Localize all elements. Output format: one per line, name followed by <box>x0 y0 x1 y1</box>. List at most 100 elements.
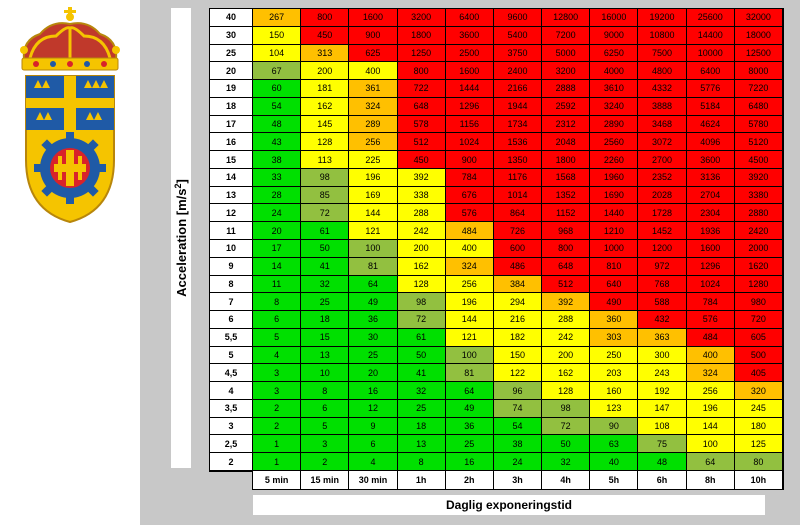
heatmap-cell: 25 <box>301 293 350 312</box>
heatmap-cell: 1000 <box>590 240 639 258</box>
heatmap-cell: 25 <box>397 399 446 418</box>
heatmap-cell: 196 <box>445 293 494 312</box>
heatmap-cell: 64 <box>349 275 398 294</box>
row-label: 2 <box>210 453 253 471</box>
heatmap-cell: 3 <box>253 364 302 383</box>
heatmap-cell: 200 <box>301 62 350 81</box>
heatmap-cell: 1728 <box>638 204 687 223</box>
heatmap-cell: 81 <box>445 364 494 383</box>
heatmap-cell: 1440 <box>590 204 639 223</box>
heatmap-cell: 54 <box>253 97 302 116</box>
heatmap-cell: 2700 <box>638 151 687 169</box>
heatmap-cell: 2400 <box>493 62 543 81</box>
heatmap-cell: 576 <box>686 311 735 329</box>
heatmap-cell: 32000 <box>734 9 783 27</box>
heatmap-cell: 128 <box>542 382 591 400</box>
heatmap-cell: 1024 <box>445 133 494 152</box>
heatmap-cell: 108 <box>638 417 687 436</box>
heatmap-cell: 450 <box>301 26 350 45</box>
heatmap-cell: 2420 <box>734 222 783 240</box>
heatmap-cell: 225 <box>349 151 398 169</box>
row-label: 20 <box>210 62 253 81</box>
heatmap-cell: 2500 <box>445 44 494 63</box>
heatmap-cell: 450 <box>397 151 446 169</box>
heatmap-cell: 2028 <box>638 186 687 205</box>
heatmap-cell: 324 <box>349 97 398 116</box>
row-label: 2,5 <box>210 435 253 454</box>
heatmap-cell: 19200 <box>638 9 687 27</box>
heatmap-cell: 98 <box>301 168 350 187</box>
heatmap-cell: 5776 <box>686 80 735 98</box>
heatmap-cell: 121 <box>349 222 398 240</box>
heatmap-cell: 392 <box>542 293 591 312</box>
row-label: 4,5 <box>210 364 253 383</box>
heatmap-cell: 64 <box>686 453 735 471</box>
heatmap-cell: 5000 <box>542 44 591 63</box>
heatmap-cell: 72 <box>397 311 446 329</box>
heatmap-cell: 13 <box>301 346 350 365</box>
heatmap-cell: 1024 <box>686 275 735 294</box>
heatmap-cell: 2304 <box>686 204 735 223</box>
heatmap-cell: 74 <box>493 399 543 418</box>
heatmap-cell: 13 <box>397 435 446 454</box>
heatmap-cell: 100 <box>349 240 398 258</box>
heatmap-cell: 432 <box>638 311 687 329</box>
row-label: 30 <box>210 26 253 45</box>
heatmap-cell: 267 <box>253 9 302 27</box>
heatmap-cell: 20 <box>349 364 398 383</box>
x-axis-label: Daglig exponeringstid <box>445 498 572 512</box>
heatmap-cell: 60 <box>253 80 302 98</box>
heatmap-cell: 200 <box>542 346 591 365</box>
heatmap-cell: 405 <box>734 364 783 383</box>
row-label: 19 <box>210 80 253 98</box>
heatmap-cell: 1800 <box>542 151 591 169</box>
heatmap-cell: 6 <box>253 311 302 329</box>
heatmap-cell: 784 <box>445 168 494 187</box>
heatmap-cell: 512 <box>397 133 446 152</box>
heatmap-cell: 144 <box>686 417 735 436</box>
row-label: 12 <box>210 204 253 223</box>
heatmap-cell: 243 <box>638 364 687 383</box>
heatmap-cell: 3468 <box>638 115 687 134</box>
heatmap-cell: 1734 <box>493 115 543 134</box>
heatmap-cell: 128 <box>397 275 446 294</box>
heatmap-cell: 720 <box>734 311 783 329</box>
heatmap-cell: 10000 <box>686 44 735 63</box>
heatmap-cell: 242 <box>397 222 446 240</box>
heatmap-cell: 1250 <box>397 44 446 63</box>
heatmap-cell: 11 <box>253 275 302 294</box>
heatmap-cell: 288 <box>397 204 446 223</box>
heatmap-cell: 256 <box>445 275 494 294</box>
heatmap-cell: 90 <box>590 417 639 436</box>
heatmap-cell: 80 <box>734 453 783 471</box>
heatmap-cell: 32 <box>542 453 591 471</box>
heatmap-cell: 98 <box>542 399 591 418</box>
row-label: 3 <box>210 417 253 436</box>
heatmap-cell: 361 <box>349 80 398 98</box>
heatmap-cell: 338 <box>397 186 446 205</box>
heatmap-cell: 3 <box>301 435 350 454</box>
heatmap-cell: 1210 <box>590 222 639 240</box>
heatmap-cell: 196 <box>349 168 398 187</box>
column-label: 10h <box>735 471 783 489</box>
heatmap-cell: 726 <box>493 222 543 240</box>
heatmap-cell: 484 <box>686 328 735 347</box>
row-label: 25 <box>210 44 253 63</box>
heatmap-cell: 100 <box>686 435 735 454</box>
heatmap-cell: 14400 <box>686 26 735 45</box>
heatmap-cell: 24 <box>493 453 543 471</box>
heatmap-cell: 54 <box>493 417 543 436</box>
logo-panel <box>0 0 140 525</box>
heatmap-cell: 147 <box>638 399 687 418</box>
heatmap-cell: 800 <box>397 62 446 81</box>
row-label: 11 <box>210 222 253 240</box>
heatmap-cell: 32 <box>301 275 350 294</box>
heatmap-cell: 25600 <box>686 9 735 27</box>
x-axis-tick-labels: 5 min 15 min 30 min 1h 2h 3h 4h 5h 6h 8h 10h <box>252 470 784 490</box>
heatmap-cell: 18 <box>397 417 446 436</box>
heatmap-cell: 50 <box>301 240 350 258</box>
heatmap-cell: 6250 <box>590 44 639 63</box>
heatmap-cell: 6400 <box>445 9 494 27</box>
heatmap-cell: 578 <box>397 115 446 134</box>
heatmap-cell: 48 <box>638 453 687 471</box>
